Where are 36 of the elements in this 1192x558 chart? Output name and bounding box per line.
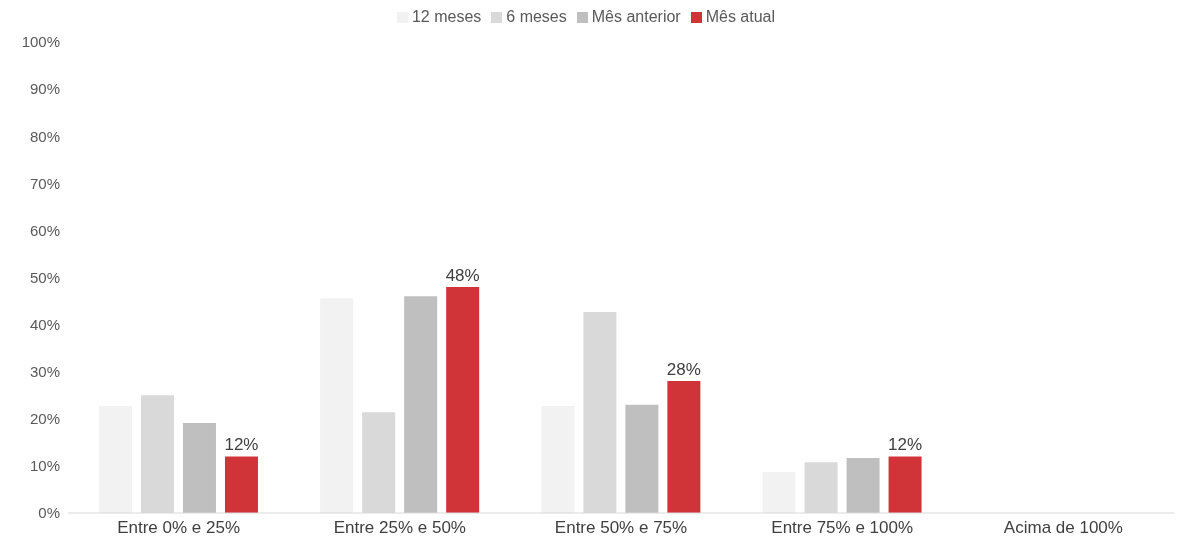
y-tick-label: 40%	[29, 315, 60, 333]
legend-label: Mês anterior	[591, 8, 681, 25]
bar	[846, 457, 880, 513]
bar	[625, 404, 659, 513]
x-tick-label: Entre 50% e 75%	[554, 518, 688, 538]
x-tick-label: Entre 25% e 50%	[333, 518, 466, 538]
legend-label: 6 meses	[506, 8, 567, 25]
y-tick-label: 20%	[29, 410, 60, 428]
bar	[320, 298, 354, 513]
bar	[98, 406, 132, 513]
y-tick-label: 10%	[29, 457, 60, 475]
y-tick-label: 50%	[29, 268, 60, 286]
y-tick-label: 90%	[29, 80, 60, 98]
bar	[446, 286, 480, 513]
bar	[541, 406, 575, 513]
y-tick-label: 30%	[29, 363, 60, 381]
y-tick-label: 70%	[29, 174, 60, 192]
data-label: 28%	[666, 360, 701, 380]
x-tick-label: Entre 75% e 100%	[771, 518, 914, 538]
y-tick-label: 0%	[38, 504, 60, 522]
bar	[224, 456, 258, 513]
bar	[404, 296, 438, 513]
legend-label: 12 meses	[411, 8, 482, 25]
bar	[182, 423, 216, 513]
data-label: 12%	[224, 435, 259, 455]
x-tick-label: Acima de 100%	[1003, 518, 1123, 538]
bar	[762, 472, 796, 513]
bar	[667, 381, 701, 513]
data-label: 48%	[445, 265, 480, 285]
y-tick-label: 80%	[29, 127, 60, 145]
legend-label: Mês atual	[705, 8, 776, 25]
bar	[888, 456, 922, 513]
y-tick-label: 100%	[21, 33, 60, 51]
y-tick-label: 60%	[29, 221, 60, 239]
data-label: 12%	[888, 435, 923, 455]
x-tick-label: Entre 0% e 25%	[117, 518, 241, 538]
